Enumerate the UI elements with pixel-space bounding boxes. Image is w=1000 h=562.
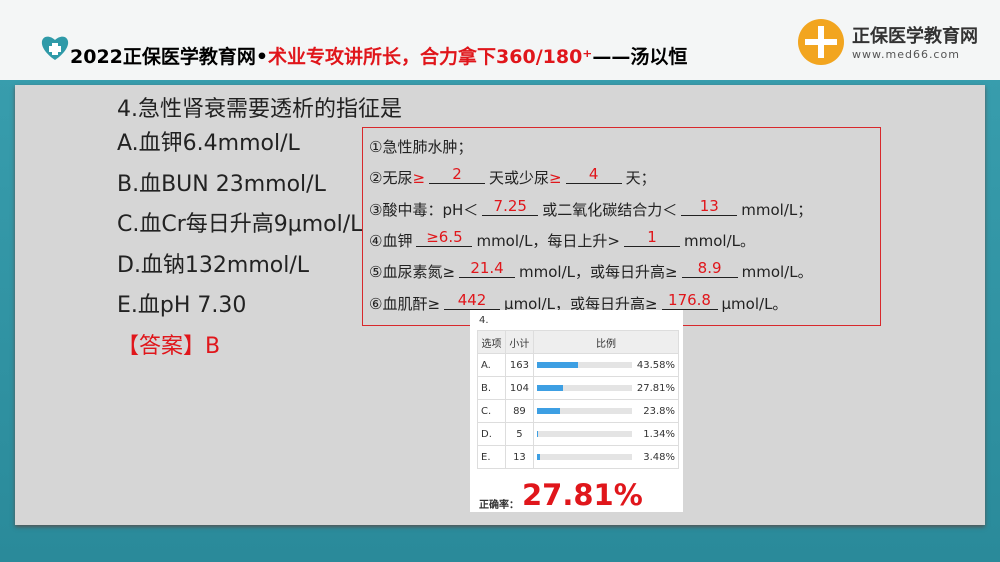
criteria-text: ④血钾: [369, 231, 413, 250]
blank-answer: 13: [681, 197, 738, 216]
criteria-line: ④血钾 ≥6.5 mmol/L，每日上升> 1 mmol/L。: [369, 228, 755, 251]
count-cell: 89: [504, 399, 534, 423]
percent-cell: 3.48%: [532, 445, 680, 469]
criteria-text: 天；: [625, 169, 656, 188]
bar: [536, 407, 560, 414]
percent-cell: 23.8%: [532, 399, 680, 423]
option-cell: C.: [477, 399, 506, 423]
criteria-box: ①急性肺水肿； ②无尿≥ 2 天或少尿≥ 4 天； ③酸中毒：pH＜ 7.25 或二氧化碳结合力…: [362, 127, 881, 326]
option: B.血BUN 23mmol/L: [117, 171, 326, 197]
table-row: E. 13 3.48%: [477, 445, 680, 469]
option: A.血钾6.4mmol/L: [117, 131, 300, 156]
option-cell: B.: [477, 376, 506, 400]
sign: ≥: [412, 169, 426, 188]
blank-answer: 1: [624, 228, 681, 247]
accuracy-label: 正确率：: [479, 500, 519, 511]
criteria-line: ③酸中毒：pH＜ 7.25 或二氧化碳结合力＜ 13 mmol/L；: [369, 197, 813, 220]
title-highlight: 术业专攻讲所长，合力拿下360/180⁺: [268, 46, 593, 68]
criteria-text: 天或少尿: [489, 169, 550, 188]
logo-name: 正保医学教育网: [852, 26, 978, 47]
criteria-text: mmol/L。: [684, 231, 755, 250]
count-cell: 104: [504, 376, 534, 400]
bar: [536, 430, 539, 437]
bar-track: [536, 430, 632, 437]
option-cell: A.: [477, 353, 506, 377]
accuracy-value: 27.81%: [522, 478, 643, 512]
criteria-line: ①急性肺水肿；: [369, 136, 472, 157]
table-header: 比例: [532, 330, 680, 354]
percent-label: 3.48%: [643, 451, 675, 463]
blank-answer: 176.8: [661, 291, 718, 310]
bar-track: [536, 361, 632, 368]
blank-answer: 21.4: [459, 259, 516, 279]
stats-table: 选项 小计 比例 A. 163 43.58% B. 104 27.81% C. 89 23.8% D. 5…: [477, 330, 680, 469]
blank-answer: 4: [565, 165, 622, 185]
criteria-text: ②无尿: [369, 169, 413, 188]
table-row: D. 5 1.34%: [477, 422, 680, 446]
criteria-text: ⑤血尿素氮≥: [369, 263, 456, 282]
criteria-text: mmol/L，或每日升高≥: [519, 263, 678, 282]
title-suffix: ——汤以恒: [592, 46, 688, 68]
criteria-text: 或二氧化碳结合力＜: [542, 200, 678, 219]
criteria-line: ⑤血尿素氮≥ 21.4 mmol/L，或每日升高≥ 8.9 mmol/L。: [369, 259, 813, 282]
bar-track: [536, 453, 632, 460]
option-cell: D.: [477, 422, 506, 446]
option: C.血Cr每日升高9μmol/L: [117, 212, 363, 237]
question-stem: 4.急性肾衰需要透析的指征是: [117, 97, 402, 122]
blank-answer: 7.25: [482, 197, 539, 216]
sign: ≥: [549, 169, 562, 188]
table-row: B. 104 27.81%: [477, 376, 680, 400]
stats-title: 4.: [479, 315, 489, 326]
percent-cell: 1.34%: [532, 422, 680, 446]
blank-answer: 2: [429, 165, 486, 185]
option-cell: E.: [477, 445, 506, 469]
table-header: 小计: [504, 330, 534, 354]
bar-track: [536, 384, 632, 391]
header-title: 2022正保医学教育网•术业专攻讲所长，合力拿下360/180⁺——汤以恒: [70, 42, 687, 69]
bar: [536, 384, 564, 391]
bar-track: [536, 407, 632, 414]
criteria-text: ⑥血肌酐≥: [369, 294, 441, 313]
blank-answer: 442: [444, 291, 501, 310]
table-row: C. 89 23.8%: [477, 399, 680, 423]
percent-label: 27.81%: [636, 382, 675, 394]
table-header: 选项: [477, 330, 506, 354]
options: A.血钾6.4mmol/L B.血BUN 23mmol/L C.血Cr每日升高9μm…: [117, 124, 402, 327]
logo-icon: [798, 19, 844, 65]
criteria-text: μmol/L，或每日升高≥: [504, 294, 658, 313]
blank-answer: 8.9: [681, 259, 738, 279]
logo-url: www.med66.com: [852, 48, 960, 61]
percent-label: 43.58%: [636, 359, 675, 371]
count-cell: 5: [504, 422, 534, 446]
criteria-text: mmol/L。: [741, 263, 813, 282]
option: E.血pH 7.30: [117, 293, 247, 318]
count-cell: 163: [504, 353, 534, 377]
percent-label: 23.8%: [643, 405, 675, 417]
criteria-line: ②无尿≥ 2 天或少尿≥ 4 天；: [369, 165, 656, 188]
title-prefix: 2022正保医学教育网•: [70, 46, 269, 68]
stats-panel: 4. 选项 小计 比例 A. 163 43.58% B. 104 27.81% C. 89 23.8%…: [470, 310, 683, 512]
table-row: A. 163 43.58%: [477, 353, 680, 377]
bar: [536, 361, 579, 368]
percent-cell: 43.58%: [532, 353, 680, 377]
criteria-text: μmol/L。: [721, 294, 788, 313]
option: D.血钠132mmol/L: [117, 252, 310, 278]
count-cell: 13: [504, 445, 534, 469]
percent-cell: 27.81%: [532, 376, 680, 400]
criteria-line: ⑥血肌酐≥ 442 μmol/L，或每日升高≥ 176.8 μmol/L。: [369, 291, 788, 314]
criteria-text: ③酸中毒：pH＜: [369, 200, 479, 219]
percent-label: 1.34%: [643, 428, 675, 440]
bar: [536, 453, 541, 460]
criteria-text: mmol/L，每日上升>: [476, 231, 621, 250]
question: 4.急性肾衰需要透析的指征是 A.血钾6.4mmol/L B.血BUN 23mmo…: [117, 96, 402, 367]
blank-answer: ≥6.5: [416, 228, 473, 247]
criteria-text: mmol/L；: [741, 200, 813, 219]
criteria-text: ①急性肺水肿；: [369, 138, 473, 156]
answer: 【答案】B: [117, 333, 221, 359]
heart-icon: [41, 36, 69, 60]
